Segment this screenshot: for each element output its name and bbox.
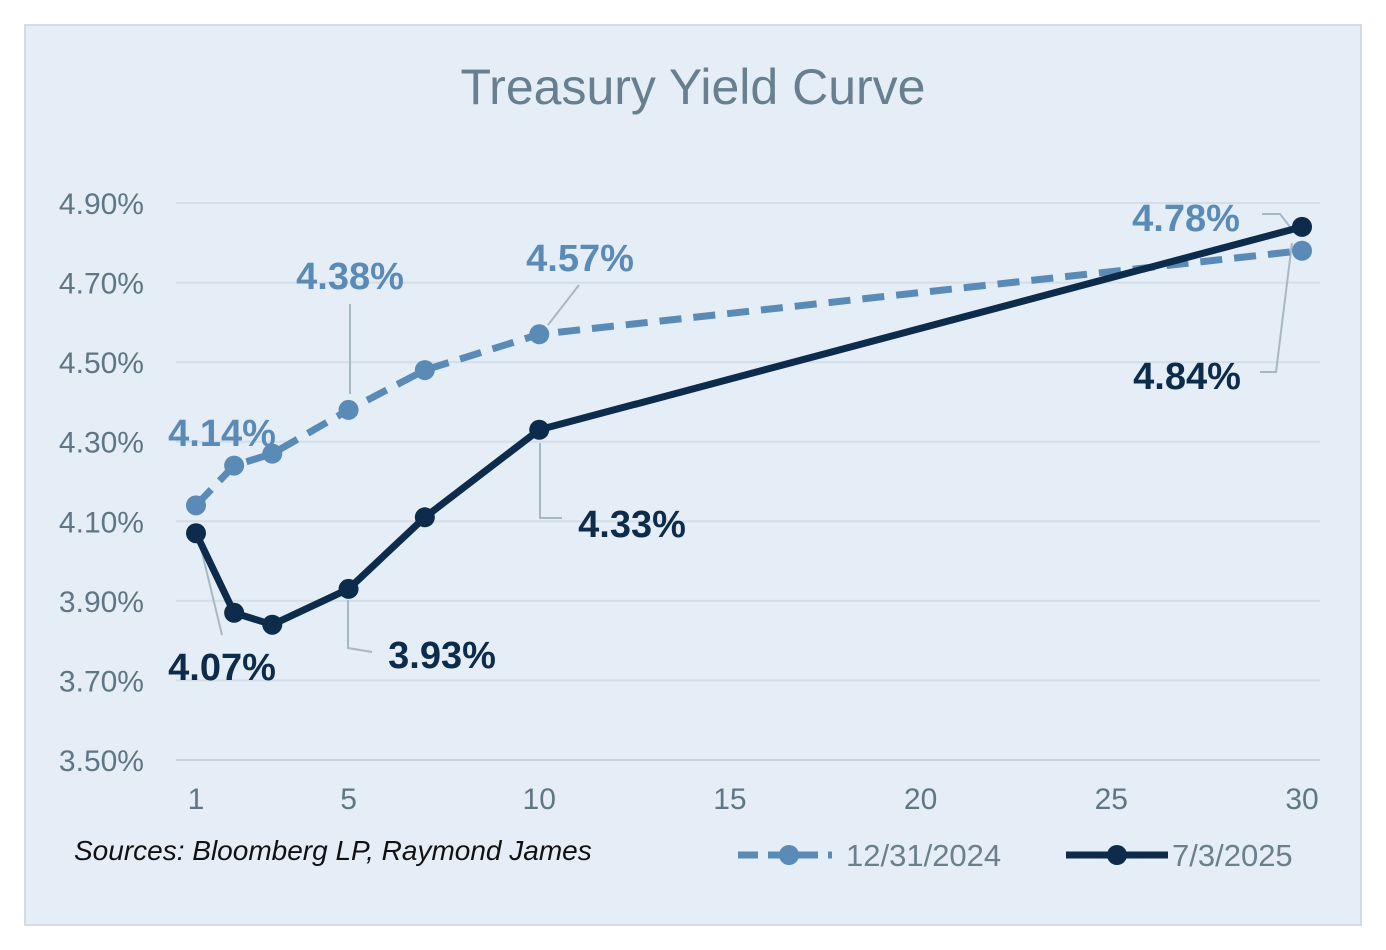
y-tick-label: 4.90% — [59, 188, 144, 221]
data-point — [338, 578, 359, 599]
data-label: 4.33% — [578, 504, 686, 546]
data-label: 4.57% — [526, 238, 634, 280]
data-point — [1292, 240, 1312, 261]
data-point — [414, 360, 435, 381]
x-tick-label: 5 — [340, 783, 357, 816]
data-label: 4.07% — [168, 647, 276, 689]
data-label: 3.93% — [388, 635, 496, 677]
leader-line — [547, 284, 580, 326]
label-leader-lines — [198, 213, 1295, 653]
y-tick-label: 4.50% — [59, 347, 144, 380]
series-7-3-2025 — [186, 216, 1312, 635]
data-point — [262, 614, 283, 635]
data-label: 4.38% — [296, 256, 404, 298]
y-tick-label: 3.90% — [59, 586, 144, 619]
data-point — [224, 455, 245, 476]
leader-line — [347, 600, 373, 653]
data-point — [414, 507, 435, 528]
legend-item-7-3-2025: 7/3/2025 — [1066, 838, 1293, 873]
data-point — [224, 602, 245, 623]
leader-line — [1262, 213, 1295, 233]
data-label: 4.14% — [168, 413, 276, 455]
data-label: 4.78% — [1132, 198, 1240, 240]
x-tick-label: 10 — [523, 783, 556, 816]
legend-marker-7-3-2025 — [1107, 845, 1127, 865]
leader-line — [539, 443, 562, 519]
series-12-31-2024 — [186, 240, 1312, 516]
data-point — [262, 443, 283, 464]
y-tick-label: 4.70% — [59, 268, 144, 301]
x-tick-label: 15 — [713, 783, 746, 816]
y-tick-label: 4.30% — [59, 427, 144, 460]
legend: 12/31/2024 7/3/2025 — [738, 838, 1293, 873]
x-axis-ticks: 1 5 10 15 20 25 30 — [188, 783, 1319, 816]
y-axis-ticks: 4.90% 4.70% 4.50% 4.30% 4.10% 3.90% 3.70% 3.50% — [59, 188, 144, 778]
legend-item-12-31-2024: 12/31/2024 — [738, 838, 1001, 873]
leader-line — [198, 539, 223, 636]
legend-label-7-3-2025: 7/3/2025 — [1172, 838, 1293, 873]
x-tick-label: 30 — [1285, 783, 1318, 816]
data-point — [186, 523, 206, 544]
x-tick-label: 25 — [1095, 783, 1128, 816]
data-point — [338, 399, 359, 420]
data-labels: 4.14% 4.38% 4.57% 4.78% 4.07% 3.93% 4.33% 4.84% — [168, 198, 1241, 689]
data-point — [529, 419, 550, 440]
chart-frame — [24, 24, 1362, 926]
legend-marker-12-31-2024 — [779, 845, 799, 865]
source-note: Sources: Bloomberg LP, Raymond James — [74, 835, 592, 866]
y-tick-label: 3.70% — [59, 665, 144, 698]
leader-line — [1260, 242, 1293, 373]
x-tick-label: 20 — [904, 783, 937, 816]
data-point — [529, 324, 550, 345]
data-point — [1292, 216, 1312, 237]
legend-label-12-31-2024: 12/31/2024 — [846, 838, 1001, 873]
chart-title: Treasury Yield Curve — [461, 59, 926, 115]
series-lines — [186, 216, 1312, 635]
y-tick-label: 4.10% — [59, 506, 144, 539]
data-label: 4.84% — [1133, 356, 1241, 398]
y-tick-label: 3.50% — [59, 745, 144, 778]
x-tick-label: 1 — [188, 783, 205, 816]
data-point — [186, 495, 206, 516]
gridlines — [176, 202, 1320, 761]
